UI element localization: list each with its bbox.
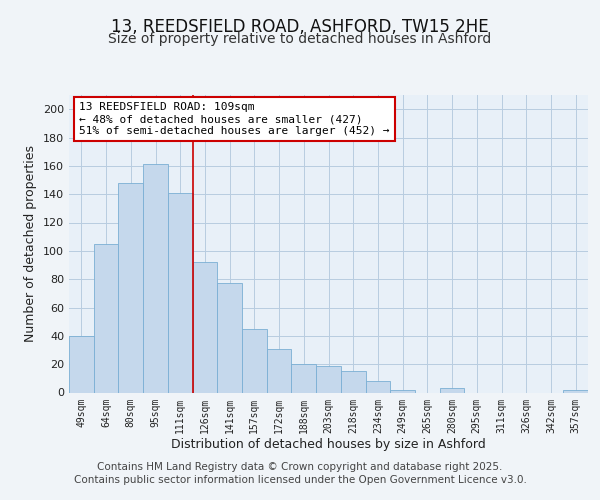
Y-axis label: Number of detached properties: Number of detached properties	[25, 145, 37, 342]
Text: Contains HM Land Registry data © Crown copyright and database right 2025.: Contains HM Land Registry data © Crown c…	[97, 462, 503, 472]
Bar	[563, 390, 588, 392]
Text: 13 REEDSFIELD ROAD: 109sqm
← 48% of detached houses are smaller (427)
51% of sem: 13 REEDSFIELD ROAD: 109sqm ← 48% of deta…	[79, 102, 390, 136]
Bar	[193, 262, 217, 392]
Bar	[217, 284, 242, 393]
Bar	[292, 364, 316, 392]
Bar	[118, 183, 143, 392]
Bar	[168, 192, 193, 392]
Bar	[365, 381, 390, 392]
Bar	[316, 366, 341, 392]
Bar	[69, 336, 94, 392]
Bar	[440, 388, 464, 392]
Text: Contains public sector information licensed under the Open Government Licence v3: Contains public sector information licen…	[74, 475, 526, 485]
Bar	[242, 329, 267, 392]
Text: 13, REEDSFIELD ROAD, ASHFORD, TW15 2HE: 13, REEDSFIELD ROAD, ASHFORD, TW15 2HE	[111, 18, 489, 36]
Bar	[341, 371, 365, 392]
Text: Size of property relative to detached houses in Ashford: Size of property relative to detached ho…	[109, 32, 491, 46]
Bar	[94, 244, 118, 392]
Bar	[267, 348, 292, 393]
Bar	[390, 390, 415, 392]
X-axis label: Distribution of detached houses by size in Ashford: Distribution of detached houses by size …	[171, 438, 486, 451]
Bar	[143, 164, 168, 392]
